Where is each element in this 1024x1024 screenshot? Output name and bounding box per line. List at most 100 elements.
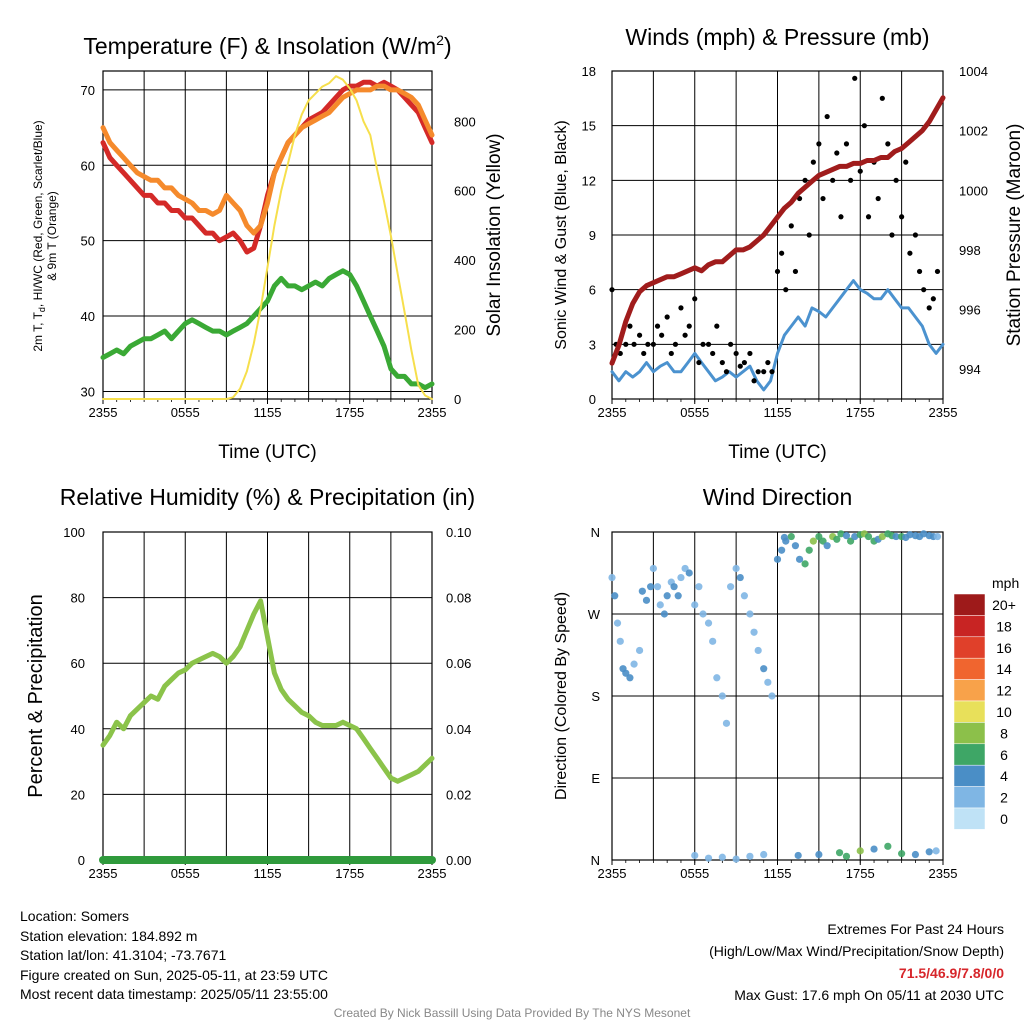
rh-y-right-tick-label: 0.00 [446, 853, 471, 868]
wind-gust-point [723, 369, 730, 375]
location-text: Location: Somers [20, 908, 129, 924]
temp-y-right-tick-label: 200 [454, 323, 476, 338]
wind-x-axis-label: Time (UTC) [728, 442, 827, 463]
wind-gust-point [692, 296, 698, 302]
temp-y-tick-label: 70 [81, 83, 95, 98]
wdir-legend-swatch [953, 657, 986, 680]
rh-y-right-tick-label: 0.02 [446, 787, 471, 802]
wdir-point [691, 851, 699, 860]
wind-gust-point [733, 350, 739, 357]
wind-gust-point [930, 296, 936, 302]
wdir-point [815, 532, 823, 541]
wind-title: Winds (mph) & Pressure (mb) [625, 24, 929, 50]
wdir-point [787, 532, 795, 541]
wind-gust-point [893, 177, 899, 183]
wind-gust-point [843, 141, 850, 147]
wind-gust-point [668, 350, 674, 357]
temp-y-right-tick-label: 0 [454, 392, 461, 407]
wind-gust-point [682, 332, 688, 338]
wdir-legend-label: 8 [1000, 725, 1008, 741]
wind-gust-point [636, 332, 643, 338]
wdir-legend-label: 4 [1000, 768, 1008, 784]
wind-gust-point [617, 350, 623, 357]
wind-y-tick-label: 6 [589, 283, 596, 298]
wind-x-tick-label: 1755 [846, 405, 875, 420]
wind-gust-point [802, 177, 808, 183]
wdir-point [616, 637, 624, 645]
wdir-point [791, 542, 800, 550]
rh-y-axis-label: Percent & Precipitation [25, 594, 47, 797]
temp-x-tick-label: 2355 [418, 405, 447, 420]
wind-gust-point [645, 341, 651, 347]
wdir-point [695, 583, 703, 591]
wdir-point [933, 532, 942, 541]
wdir-point [663, 592, 671, 600]
rh-y-tick-label: 100 [63, 525, 85, 540]
rh-series-rh [100, 598, 435, 784]
wdir-point [778, 546, 786, 554]
wind-y-right-tick-label: 994 [959, 362, 981, 377]
wind-gust-point [834, 150, 840, 156]
station-info: Location: Somers Station elevation: 184.… [20, 907, 328, 1005]
wdir-point [608, 573, 616, 582]
wind-gust-point [879, 95, 885, 101]
wind-gust-point [623, 341, 629, 347]
wdir-legend-swatch [953, 743, 986, 766]
temp-x-tick-label: 0555 [171, 405, 200, 420]
wdir-legend-label: 20+ [992, 597, 1016, 613]
wind-gust-point [903, 159, 909, 165]
rh-y-right-tick-label: 0.08 [446, 591, 471, 606]
wdir-point [709, 637, 717, 645]
wind-x-tick-label: 0555 [680, 405, 709, 420]
wdir-point [649, 564, 657, 573]
wdir-legend-swatch [953, 700, 986, 723]
temp-y-tick-label: 60 [81, 158, 95, 173]
rh-x-tick-label: 0555 [171, 866, 200, 881]
extremes-title: Extremes For Past 24 Hours [827, 921, 1004, 937]
wind-y-tick-label: 12 [582, 173, 596, 188]
wdir-point [746, 852, 754, 860]
rh-x-tick-label: 2355 [418, 866, 447, 881]
wind-gust-point [774, 268, 781, 275]
wind-gust-point [741, 359, 748, 366]
wdir-point [727, 583, 735, 591]
wdir-point [764, 678, 772, 686]
temp-x-tick-label: 1755 [335, 405, 364, 420]
wind-gust-point [899, 214, 905, 220]
wind-gust-point [609, 287, 615, 293]
wdir-y-axis-label: Direction (Colored By Speed) [553, 592, 570, 800]
rh-y-tick-label: 20 [71, 787, 85, 802]
wind-gust-point [705, 341, 712, 347]
wind-gust-point [650, 341, 656, 347]
wind-x-tick-label: 2355 [598, 405, 627, 420]
wdir-point [809, 537, 817, 545]
wdir-point [691, 601, 699, 609]
wind-gust-point [889, 232, 895, 238]
wind-gust-point [779, 250, 785, 256]
temp-y-axis-label-2: & 9m T (Orange) [45, 191, 59, 281]
wind-gust-point [631, 341, 637, 347]
wdir-point [746, 610, 754, 618]
wdir-legend-swatch [953, 807, 986, 830]
rh-y-tick-label: 80 [71, 591, 85, 606]
wind-gust-point [654, 323, 661, 329]
temp-series-solar [102, 75, 433, 400]
wdir-point [780, 533, 788, 542]
temp-x-axis-label: Time (UTC) [218, 442, 317, 463]
wind-gust-point [852, 75, 858, 81]
rh-x-tick-label: 2355 [89, 866, 118, 881]
wind-y-tick-label: 9 [589, 228, 596, 243]
wdir-point [864, 532, 873, 541]
wdir-legend-label: 16 [996, 640, 1012, 656]
wind-gust-point [755, 369, 761, 375]
temp-series-dewpoint_2m [100, 268, 435, 391]
wdir-y-tick-label: S [591, 689, 600, 704]
wdir-point [653, 583, 662, 591]
wdir-point [630, 660, 638, 668]
wdir-legend-label: 6 [1000, 747, 1008, 763]
temp-title: Temperature (F) & Insolation (W/m2) [83, 32, 451, 59]
wind-gust-point [719, 359, 725, 366]
wdir-point [768, 692, 776, 700]
wind-gust-point [907, 250, 913, 256]
